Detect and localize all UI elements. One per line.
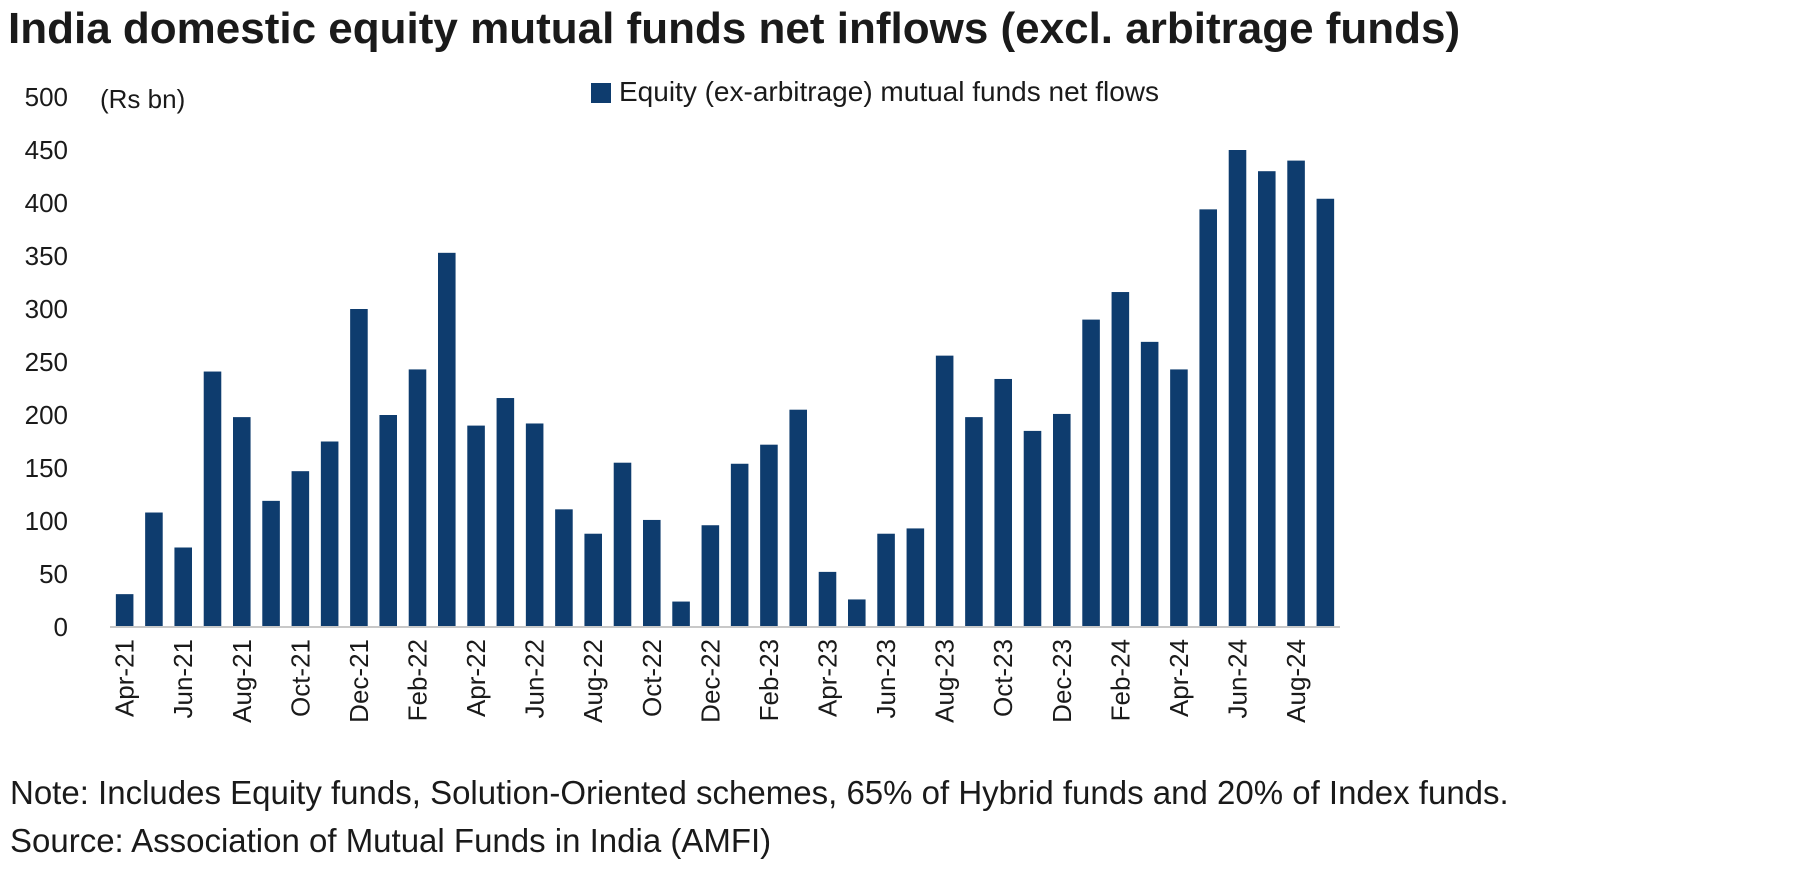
bar-nov-22	[672, 601, 690, 627]
chart-note: Note: Includes Equity funds, Solution-Or…	[10, 774, 1509, 811]
bar-feb-24	[1111, 292, 1130, 627]
x-axis: Apr-21 Jun-21 Aug-21 Oct-21 Dec-21 Feb-22 Apr-…	[110, 639, 1311, 723]
bar-jun-22	[525, 423, 544, 627]
legend: Equity (ex-arbitrage) mutual funds net f…	[591, 76, 1159, 107]
bar-feb-22	[408, 369, 427, 627]
y-tick-label: 300	[25, 294, 68, 324]
bar-nov-21	[320, 441, 339, 627]
chart-title: India domestic equity mutual funds net i…	[8, 4, 1461, 53]
bar-oct-23	[994, 378, 1012, 627]
bar-mar-24	[1140, 341, 1159, 627]
x-tick-label: Aug-21	[227, 639, 257, 723]
x-tick-label: Jun-24	[1223, 639, 1253, 719]
bar-aug-23	[935, 355, 954, 627]
y-tick-label: 0	[54, 612, 68, 642]
x-tick-label: Aug-24	[1281, 639, 1311, 723]
bar-jul-23	[906, 528, 925, 627]
y-tick-label: 50	[39, 559, 68, 589]
y-tick-label: 100	[25, 506, 68, 536]
x-tick-label: Apr-22	[461, 639, 491, 717]
bar-apr-23	[818, 571, 837, 627]
legend-label: Equity (ex-arbitrage) mutual funds net f…	[619, 76, 1159, 107]
x-tick-label: Feb-22	[403, 639, 433, 721]
x-tick-label: Apr-23	[813, 639, 843, 717]
bar-nov-23	[1023, 430, 1042, 627]
bar-jul-21	[203, 371, 222, 627]
x-tick-label: Jun-21	[168, 639, 198, 719]
x-tick-label: Oct-21	[285, 639, 315, 717]
bar-chart: 0 50 100 150 200 250 300 350 400 450 500 (Rs bn) E…	[25, 76, 1340, 723]
x-tick-label: Aug-23	[930, 639, 960, 723]
bar-jan-23	[730, 463, 749, 627]
bars	[115, 150, 1335, 628]
bar-feb-23	[760, 444, 778, 627]
bar-may-22	[496, 398, 515, 627]
bar-may-24	[1199, 209, 1217, 628]
x-tick-label: Dec-22	[695, 639, 725, 723]
y-tick-label: 500	[25, 82, 68, 112]
bar-sep-22	[613, 462, 632, 627]
y-tick-label: 400	[25, 188, 68, 218]
bar-oct-21	[291, 471, 310, 627]
y-tick-label: 450	[25, 135, 68, 165]
bar-jun-23	[877, 533, 895, 627]
bar-aug-22	[584, 533, 602, 627]
bar-apr-22	[467, 425, 485, 627]
bar-oct-22	[643, 519, 661, 627]
y-axis: 0 50 100 150 200 250 300 350 400 450 500	[25, 82, 68, 642]
x-tick-label: Oct-22	[637, 639, 667, 717]
x-tick-label: Apr-24	[1164, 639, 1194, 717]
y-axis-unit-label: (Rs bn)	[100, 84, 185, 114]
x-tick-label: Feb-23	[754, 639, 784, 721]
bar-jan-22	[379, 415, 397, 627]
bar-dec-23	[1053, 413, 1071, 627]
bar-apr-24	[1170, 369, 1188, 627]
legend-swatch	[591, 83, 611, 103]
bar-jul-22	[555, 509, 573, 627]
y-tick-label: 200	[25, 400, 68, 430]
bar-mar-22	[438, 252, 456, 627]
x-tick-label: Jun-23	[871, 639, 901, 719]
y-tick-label: 350	[25, 241, 68, 271]
bar-jul-24	[1258, 171, 1276, 627]
x-tick-label: Feb-24	[1105, 639, 1135, 721]
bar-aug-24	[1287, 160, 1305, 627]
bar-aug-21	[233, 417, 251, 627]
bar-jun-21	[174, 547, 192, 627]
bar-apr-21	[115, 594, 134, 627]
bar-may-23	[848, 599, 866, 627]
y-tick-label: 150	[25, 453, 68, 483]
x-tick-label: Jun-22	[520, 639, 550, 719]
bar-jun-24	[1228, 150, 1247, 627]
bar-mar-23	[789, 409, 807, 627]
bar-sep-24	[1316, 198, 1335, 627]
x-tick-label: Oct-23	[988, 639, 1018, 717]
x-tick-label: Dec-21	[344, 639, 374, 723]
bar-dec-22	[701, 525, 720, 627]
bar-jan-24	[1082, 319, 1100, 627]
bar-sep-23	[965, 417, 983, 627]
x-tick-label: Apr-21	[110, 639, 140, 717]
x-tick-label: Dec-23	[1047, 639, 1077, 723]
y-tick-label: 250	[25, 347, 68, 377]
chart-source: Source: Association of Mutual Funds in I…	[10, 822, 772, 859]
bar-may-21	[145, 512, 163, 627]
bar-sep-21	[262, 500, 280, 627]
x-tick-label: Aug-22	[578, 639, 608, 723]
bar-dec-21	[350, 309, 368, 627]
